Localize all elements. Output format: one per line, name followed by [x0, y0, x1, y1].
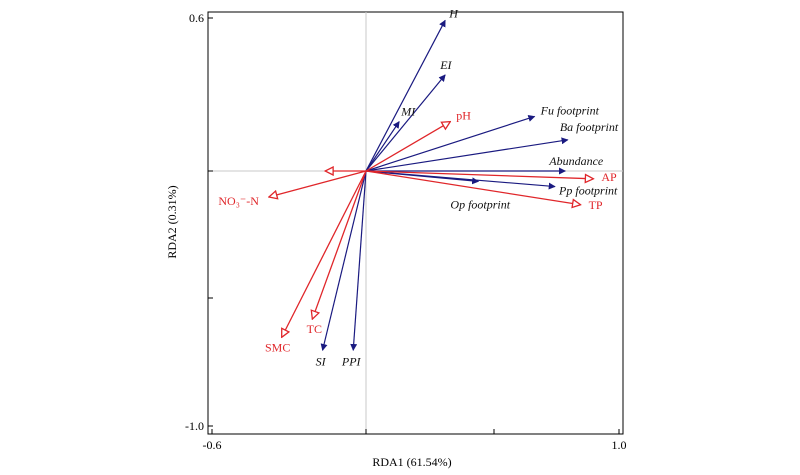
vector-ppi	[350, 170, 367, 351]
x-tick-label: 1.0	[612, 438, 627, 452]
vector-no-n	[269, 170, 367, 197]
y-tick-label: -1.0	[185, 419, 204, 433]
vector-label-pp-footprint: Pp footprint	[558, 184, 618, 198]
vector-labels: H EI MI Fu footprint Ba footprint Abundance Op…	[218, 6, 618, 368]
plot-frame	[207, 11, 624, 435]
vector-tp	[365, 170, 581, 205]
vector-label-si: SI	[316, 354, 327, 368]
axis-ticks: 0.6 -1.0 -0.6 1.0	[185, 11, 627, 452]
vector-label-smc: SMC	[265, 340, 290, 354]
vector-label-tc: TC	[307, 322, 322, 336]
vector-ap	[365, 170, 593, 179]
vector-h	[365, 19, 446, 172]
zero-lines	[208, 12, 623, 434]
vector-label-tp: TP	[589, 198, 603, 212]
x-tick-label: -0.6	[203, 438, 222, 452]
vector-label-op-footprint: Op footprint	[450, 197, 510, 211]
vector-fu-footprint	[365, 115, 536, 172]
vector-label-h: H	[448, 6, 459, 20]
vector-label-ph: pH	[456, 109, 471, 123]
vector-label-ba-footprint: Ba footprint	[560, 120, 619, 134]
vector-smc	[282, 170, 367, 337]
vector-label-ppi: PPI	[341, 354, 362, 368]
vector-label-ei: EI	[439, 58, 452, 72]
plot-border	[207, 11, 624, 435]
y-axis-title: RDA2 (0.31%)	[165, 185, 179, 258]
vector-ph	[365, 122, 450, 172]
vector-label-mi: MI	[400, 105, 416, 119]
vectors	[269, 19, 593, 351]
y-tick-label: 0.6	[189, 11, 204, 25]
vector-label-no-n: NO₃⁻-N	[218, 194, 259, 208]
vector-ba-footprint	[365, 137, 569, 172]
vector-label-ap: AP	[601, 170, 617, 184]
vector-si	[320, 170, 367, 351]
vector-label-fu-footprint: Fu footprint	[540, 103, 600, 117]
vector-pp-footprint	[365, 170, 556, 190]
vector-mi	[365, 121, 400, 172]
vector-ei	[365, 74, 446, 172]
vector-tc	[312, 170, 367, 319]
x-axis-title: RDA1 (61.54%)	[372, 455, 451, 469]
vector-label-abundance: Abundance	[548, 154, 604, 168]
